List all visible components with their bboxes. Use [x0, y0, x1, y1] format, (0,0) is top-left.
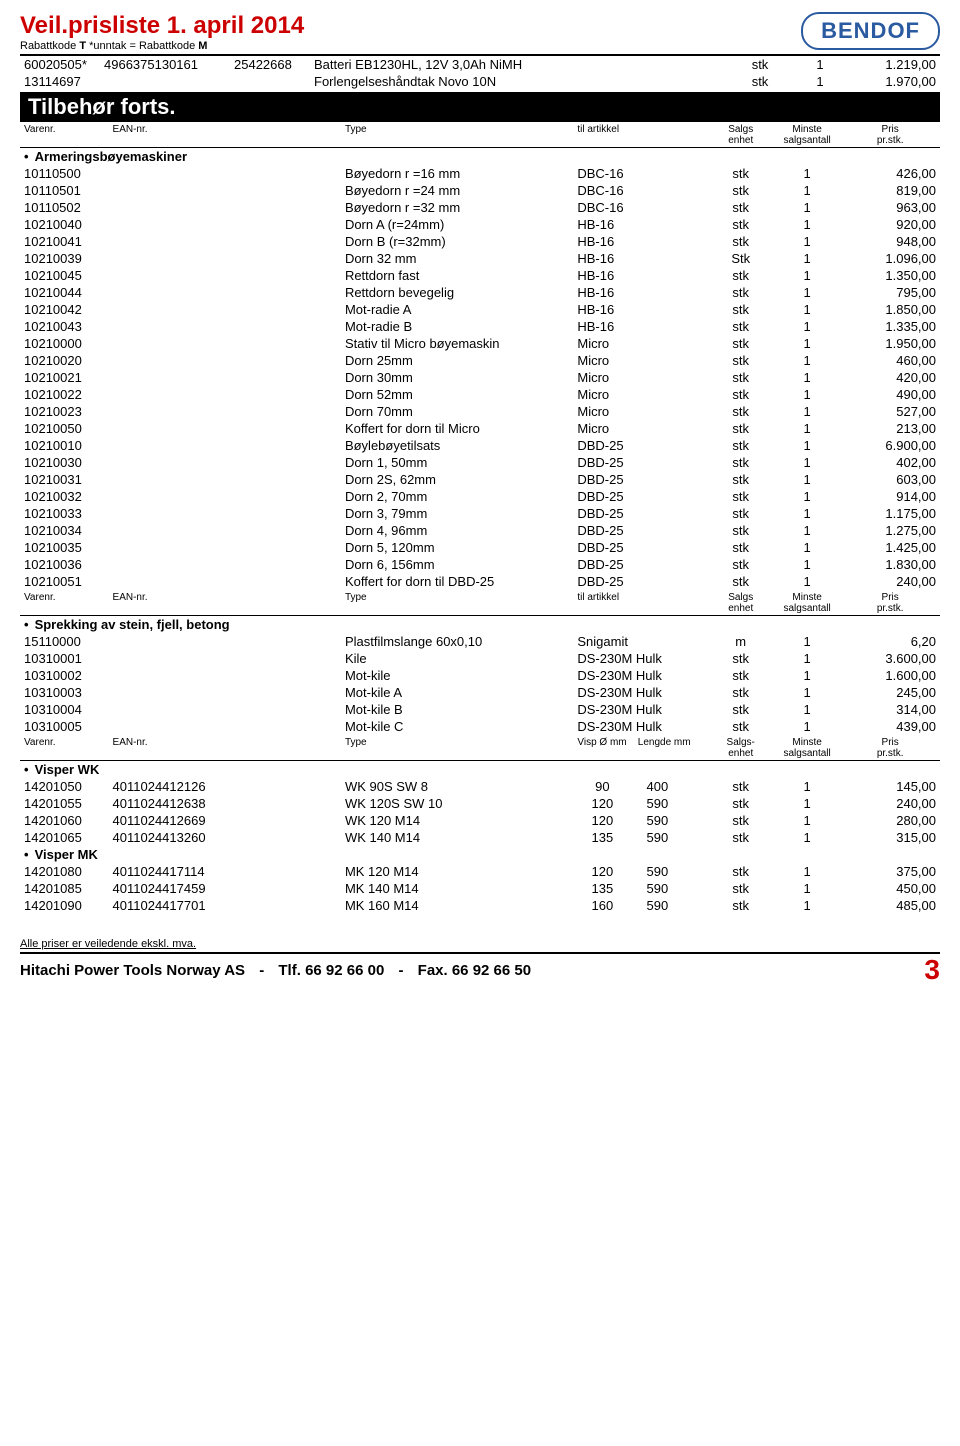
subtitle-prefix: Rabattkode	[20, 40, 79, 52]
column-header-1: Varenr. EAN-nr. Type til artikkel Salgse…	[20, 122, 940, 148]
group-label: Visper MK	[35, 847, 98, 862]
table-row: 10210042Mot-radie AHB-16stk11.850,00	[20, 301, 940, 318]
table-row: 10210035Dorn 5, 120mmDBD-25stk11.425,00	[20, 539, 940, 556]
footer-company: Hitachi Power Tools Norway AS	[20, 962, 245, 979]
group-label: Armeringsbøyemaskiner	[35, 149, 187, 164]
subtitle-code2: M	[198, 40, 207, 52]
table-row: 10210020Dorn 25mmMicrostk1460,00	[20, 352, 940, 369]
group-label: Visper WK	[35, 762, 100, 777]
hdr-ean: EAN-nr.	[109, 122, 253, 148]
hdr-antall: Minstesalgsantall	[774, 590, 840, 616]
table-row: 10310002Mot-kileDS-230M Hulkstk11.600,00	[20, 667, 940, 684]
table-row: 142010804011024417114MK 120 M14120590stk…	[20, 863, 940, 880]
hdr-ean: EAN-nr.	[109, 590, 253, 616]
hdr-pris: Prispr.stk.	[840, 735, 940, 761]
table-row: 10210033Dorn 3, 79mmDBD-25stk11.175,00	[20, 505, 940, 522]
table-row: 10210036Dorn 6, 156mmDBD-25stk11.830,00	[20, 556, 940, 573]
hdr-varenr: Varenr.	[20, 590, 109, 616]
table-row: 10210021Dorn 30mmMicrostk1420,00	[20, 369, 940, 386]
footer-tlf: 66 92 66 00	[305, 962, 384, 979]
hdr-pris: Prispr.stk.	[840, 590, 940, 616]
table-row: 10110502Bøyedorn r =32 mmDBC-16stk1963,0…	[20, 199, 940, 216]
bullet-icon: •	[24, 617, 35, 632]
table-row: 10210044Rettdorn bevegeligHB-16stk1795,0…	[20, 284, 940, 301]
subtitle-mid: *unntak = Rabattkode	[86, 40, 198, 52]
group-sprekking: •Sprekking av stein, fjell, betong	[20, 616, 940, 634]
hdr-enhet: Salgsenhet	[708, 122, 774, 148]
hdr-antall: Minstesalgsantall	[774, 122, 840, 148]
brand-logo: BENDOF	[801, 12, 940, 50]
column-header-2: Varenr. EAN-nr. Type til artikkel Salgse…	[20, 590, 940, 616]
hdr-artikkel: til artikkel	[573, 590, 707, 616]
footer-fax-label: Fax.	[418, 962, 452, 979]
hdr-antall: Minstesalgsantall	[774, 735, 840, 761]
table-row: 10210051Koffert for dorn til DBD-25DBD-2…	[20, 573, 940, 590]
hdr-varenr: Varenr.	[20, 735, 109, 761]
header-left: Veil.prisliste 1. april 2014 Rabattkode …	[20, 12, 304, 52]
table-row: 10310005Mot-kile CDS-230M Hulkstk1439,00	[20, 718, 940, 735]
group-label: Sprekking av stein, fjell, betong	[35, 617, 230, 632]
table-row: 10210032Dorn 2, 70mmDBD-25stk1914,00	[20, 488, 940, 505]
section-title: Tilbehør forts.	[20, 92, 940, 122]
separator: -	[388, 962, 413, 979]
table-row: 142010904011024417701MK 160 M14160590stk…	[20, 897, 940, 914]
table-row: 10210043Mot-radie BHB-16stk11.335,00	[20, 318, 940, 335]
table-row: 15110000Plastfilmslange 60x0,10Snigamitm…	[20, 633, 940, 650]
table-row: 10110500Bøyedorn r =16 mmDBC-16stk1426,0…	[20, 165, 940, 182]
bullet-icon: •	[24, 762, 35, 777]
column-header-3: Varenr. EAN-nr. Type Visp Ø mm Lengde mm…	[20, 735, 940, 761]
footer-note: Alle priser er veiledende ekskl. mva.	[20, 938, 940, 954]
group-visper-mk: •Visper MK	[20, 846, 940, 863]
table-row: 10210000Stativ til Micro bøyemaskinMicro…	[20, 335, 940, 352]
page-title: Veil.prisliste 1. april 2014	[20, 12, 304, 40]
hdr-type: Type	[341, 590, 573, 616]
separator: -	[249, 962, 274, 979]
hdr-pris: Prispr.stk.	[840, 122, 940, 148]
page-subtitle: Rabattkode T *unntak = Rabattkode M	[20, 40, 304, 52]
hdr-varenr: Varenr.	[20, 122, 109, 148]
table-row: 10210040Dorn A (r=24mm)HB-16stk1920,00	[20, 216, 940, 233]
table-row: 10310003Mot-kile ADS-230M Hulkstk1245,00	[20, 684, 940, 701]
footer-tlf-label: Tlf.	[278, 962, 305, 979]
hdr-type: Type	[341, 122, 573, 148]
group-visper-wk: •Visper WK	[20, 761, 940, 779]
table-row: 10310001KileDS-230M Hulkstk13.600,00	[20, 650, 940, 667]
group-armering: •Armeringsbøyemaskiner	[20, 148, 940, 166]
hdr-ean: EAN-nr.	[109, 735, 253, 761]
hdr-enhet: Salgs-enhet	[708, 735, 774, 761]
table-row: 10110501Bøyedorn r =24 mmDBC-16stk1819,0…	[20, 182, 940, 199]
table-row: 10210031Dorn 2S, 62mmDBD-25stk1603,00	[20, 471, 940, 488]
table-row: 142010604011024412669WK 120 M14120590stk…	[20, 812, 940, 829]
hdr-visp-lengde: Visp Ø mm Lengde mm	[573, 735, 707, 761]
table-row: 142010554011024412638WK 120S SW 10120590…	[20, 795, 940, 812]
table-row: 10210022Dorn 52mmMicrostk1490,00	[20, 386, 940, 403]
table-row: 142010854011024417459MK 140 M14135590stk…	[20, 880, 940, 897]
table-row: 10310004Mot-kile BDS-230M Hulkstk1314,00	[20, 701, 940, 718]
footer-bar: Hitachi Power Tools Norway AS - Tlf. 66 …	[20, 954, 940, 986]
table-row: 142010504011024412126WK 90S SW 890400stk…	[20, 778, 940, 795]
table-row: 10210050Koffert for dorn til MicroMicros…	[20, 420, 940, 437]
main-table: Varenr. EAN-nr. Type til artikkel Salgse…	[20, 122, 940, 914]
bullet-icon: •	[24, 847, 35, 862]
table-row: 13114697Forlengelseshåndtak Novo 10Nstk1…	[20, 73, 940, 90]
hdr-type: Type	[341, 735, 573, 761]
table-row: 10210034Dorn 4, 96mmDBD-25stk11.275,00	[20, 522, 940, 539]
table-row: 10210023Dorn 70mmMicrostk1527,00	[20, 403, 940, 420]
table-row: 60020505*496637513016125422668Batteri EB…	[20, 56, 940, 73]
page-header: Veil.prisliste 1. april 2014 Rabattkode …	[20, 12, 940, 56]
table-row: 10210010BøylebøyetilsatsDBD-25stk16.900,…	[20, 437, 940, 454]
table-row: 10210041Dorn B (r=32mm)HB-16stk1948,00	[20, 233, 940, 250]
footer-company-line: Hitachi Power Tools Norway AS - Tlf. 66 …	[20, 962, 531, 979]
footer-fax: 66 92 66 50	[452, 962, 531, 979]
table-row: 10210045Rettdorn fastHB-16stk11.350,00	[20, 267, 940, 284]
table-row: 10210039Dorn 32 mmHB-16Stk11.096,00	[20, 250, 940, 267]
page-footer: Alle priser er veiledende ekskl. mva. Hi…	[20, 938, 940, 986]
table-row: 142010654011024413260WK 140 M14135590stk…	[20, 829, 940, 846]
table-row: 10210030Dorn 1, 50mmDBD-25stk1402,00	[20, 454, 940, 471]
page-number: 3	[924, 954, 940, 986]
hdr-enhet: Salgsenhet	[708, 590, 774, 616]
hdr-artikkel: til artikkel	[573, 122, 707, 148]
top-table: 60020505*496637513016125422668Batteri EB…	[20, 56, 940, 90]
bullet-icon: •	[24, 149, 35, 164]
